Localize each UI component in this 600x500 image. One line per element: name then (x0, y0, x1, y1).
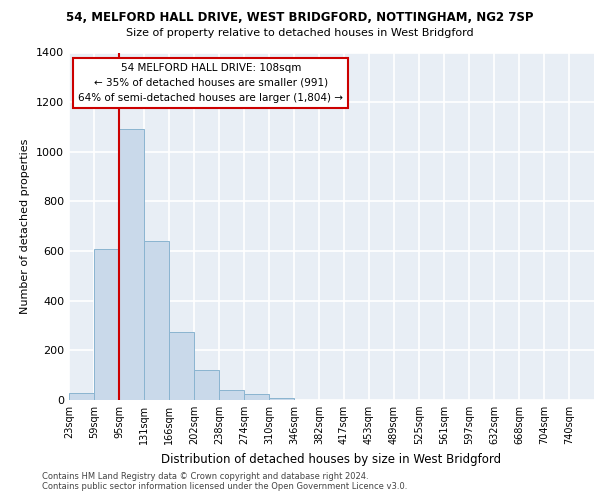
Text: Size of property relative to detached houses in West Bridgford: Size of property relative to detached ho… (126, 28, 474, 38)
Text: 54, MELFORD HALL DRIVE, WEST BRIDGFORD, NOTTINGHAM, NG2 7SP: 54, MELFORD HALL DRIVE, WEST BRIDGFORD, … (66, 11, 534, 24)
Text: Contains public sector information licensed under the Open Government Licence v3: Contains public sector information licen… (42, 482, 407, 491)
Bar (119, 130, 144, 400)
Text: 54 MELFORD HALL DRIVE: 108sqm
← 35% of detached houses are smaller (991)
64% of : 54 MELFORD HALL DRIVE: 108sqm ← 35% of d… (78, 63, 343, 102)
Bar (269, 398, 294, 400)
Text: Contains HM Land Registry data © Crown copyright and database right 2024.: Contains HM Land Registry data © Crown c… (42, 472, 368, 481)
Bar (244, 394, 269, 400)
Y-axis label: Number of detached properties: Number of detached properties (20, 138, 31, 314)
Bar (144, 241, 169, 400)
Bar (194, 370, 219, 400)
X-axis label: Distribution of detached houses by size in West Bridgford: Distribution of detached houses by size … (161, 452, 502, 466)
Bar (94, 248, 119, 400)
Bar (69, 392, 94, 400)
Bar (169, 332, 194, 400)
Bar (219, 390, 244, 400)
